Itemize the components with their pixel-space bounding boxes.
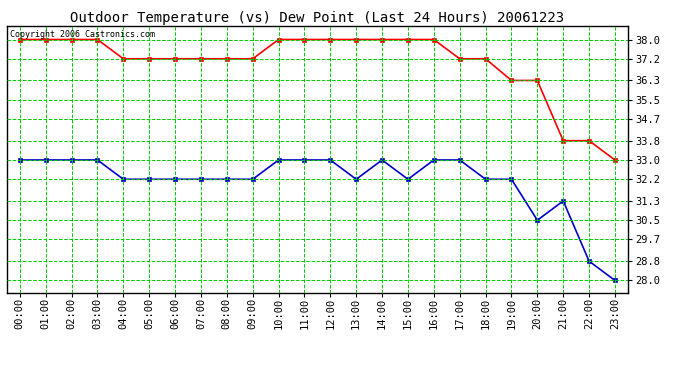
Title: Outdoor Temperature (vs) Dew Point (Last 24 Hours) 20061223: Outdoor Temperature (vs) Dew Point (Last… [70,11,564,25]
Text: Copyright 2006 Castronics.com: Copyright 2006 Castronics.com [10,30,155,39]
